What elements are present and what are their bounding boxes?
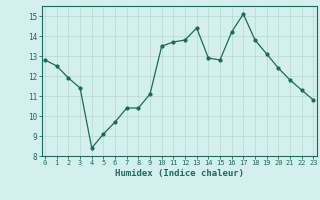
X-axis label: Humidex (Indice chaleur): Humidex (Indice chaleur): [115, 169, 244, 178]
